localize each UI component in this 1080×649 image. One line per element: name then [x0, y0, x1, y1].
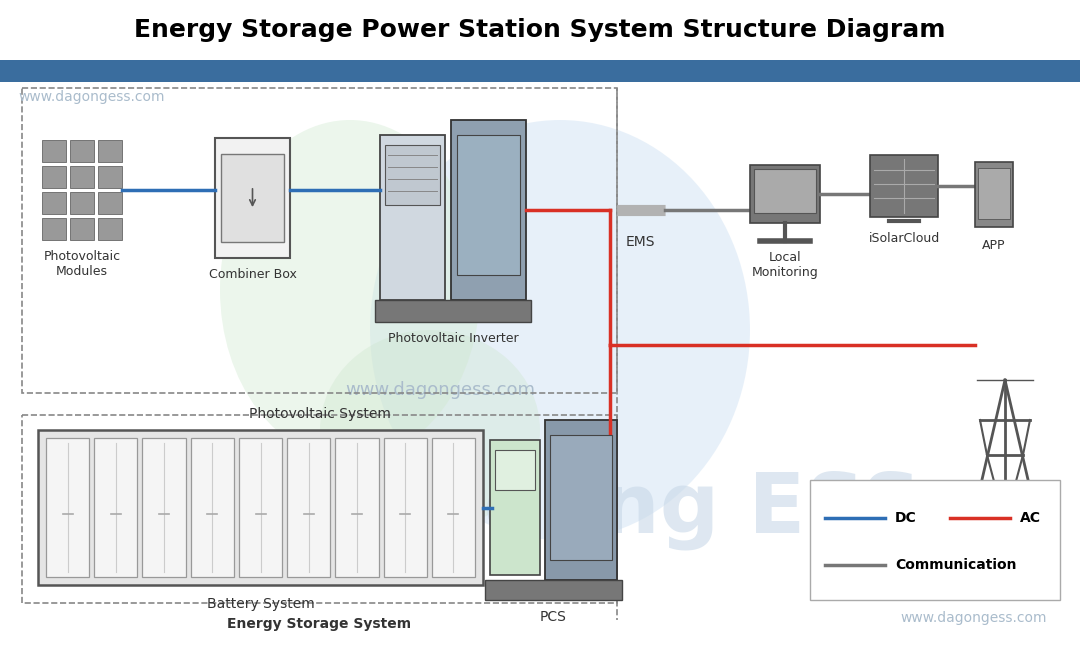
Bar: [22, 88, 617, 393]
Bar: [46, 438, 90, 577]
Text: Local
Monitoring: Local Monitoring: [752, 251, 819, 279]
Bar: [490, 440, 540, 575]
Bar: [221, 154, 284, 242]
Text: Communication: Communication: [895, 558, 1016, 572]
Text: PCS: PCS: [540, 610, 567, 624]
Text: APP: APP: [982, 239, 1005, 252]
Bar: [287, 438, 330, 577]
Bar: [42, 192, 66, 214]
Bar: [94, 438, 137, 577]
Text: Grid: Grid: [991, 520, 1018, 533]
Bar: [545, 420, 617, 580]
Bar: [70, 192, 94, 214]
Bar: [98, 218, 122, 240]
Bar: [191, 438, 234, 577]
Bar: [42, 140, 66, 162]
Text: Energy Storage Power Station System Structure Diagram: Energy Storage Power Station System Stru…: [134, 18, 946, 42]
Text: EMS: EMS: [625, 235, 654, 249]
Bar: [495, 450, 535, 490]
Ellipse shape: [320, 330, 540, 530]
Bar: [978, 168, 1010, 219]
Bar: [42, 166, 66, 188]
Ellipse shape: [220, 120, 480, 460]
Bar: [38, 430, 483, 585]
Text: www.dagongess.com: www.dagongess.com: [900, 611, 1047, 625]
Bar: [754, 169, 816, 213]
Bar: [550, 435, 612, 560]
Bar: [451, 120, 526, 300]
Bar: [750, 165, 820, 223]
Bar: [70, 166, 94, 188]
Bar: [22, 415, 617, 603]
Bar: [70, 140, 94, 162]
Text: Photovoltaic System: Photovoltaic System: [248, 407, 391, 421]
Bar: [70, 218, 94, 240]
Bar: [810, 480, 1059, 600]
Bar: [457, 135, 519, 275]
Bar: [383, 438, 427, 577]
Bar: [42, 218, 66, 240]
Bar: [335, 438, 379, 577]
Text: www.dagongess.com: www.dagongess.com: [18, 90, 164, 104]
Bar: [0, 60, 1080, 82]
Bar: [98, 140, 122, 162]
Text: www.dagongess.com: www.dagongess.com: [345, 381, 535, 399]
Bar: [143, 438, 186, 577]
Text: Energy Storage System: Energy Storage System: [228, 617, 411, 631]
Bar: [380, 135, 445, 300]
Bar: [870, 155, 939, 217]
Bar: [98, 192, 122, 214]
Bar: [239, 438, 282, 577]
Text: Photovoltaic Inverter: Photovoltaic Inverter: [388, 332, 518, 345]
Text: Dagong ESS: Dagong ESS: [359, 469, 922, 550]
Bar: [975, 162, 1013, 227]
Text: iSolarCloud: iSolarCloud: [868, 232, 940, 245]
Text: DC: DC: [895, 511, 917, 525]
Bar: [375, 300, 531, 322]
Text: Combiner Box: Combiner Box: [208, 268, 296, 281]
Bar: [215, 138, 291, 258]
Text: Battery System: Battery System: [206, 597, 314, 611]
Text: Photovoltaic
Modules: Photovoltaic Modules: [43, 250, 121, 278]
Bar: [432, 438, 475, 577]
Bar: [98, 166, 122, 188]
Bar: [384, 145, 440, 205]
Bar: [485, 580, 622, 600]
Text: AC: AC: [1020, 511, 1041, 525]
Ellipse shape: [370, 120, 750, 540]
